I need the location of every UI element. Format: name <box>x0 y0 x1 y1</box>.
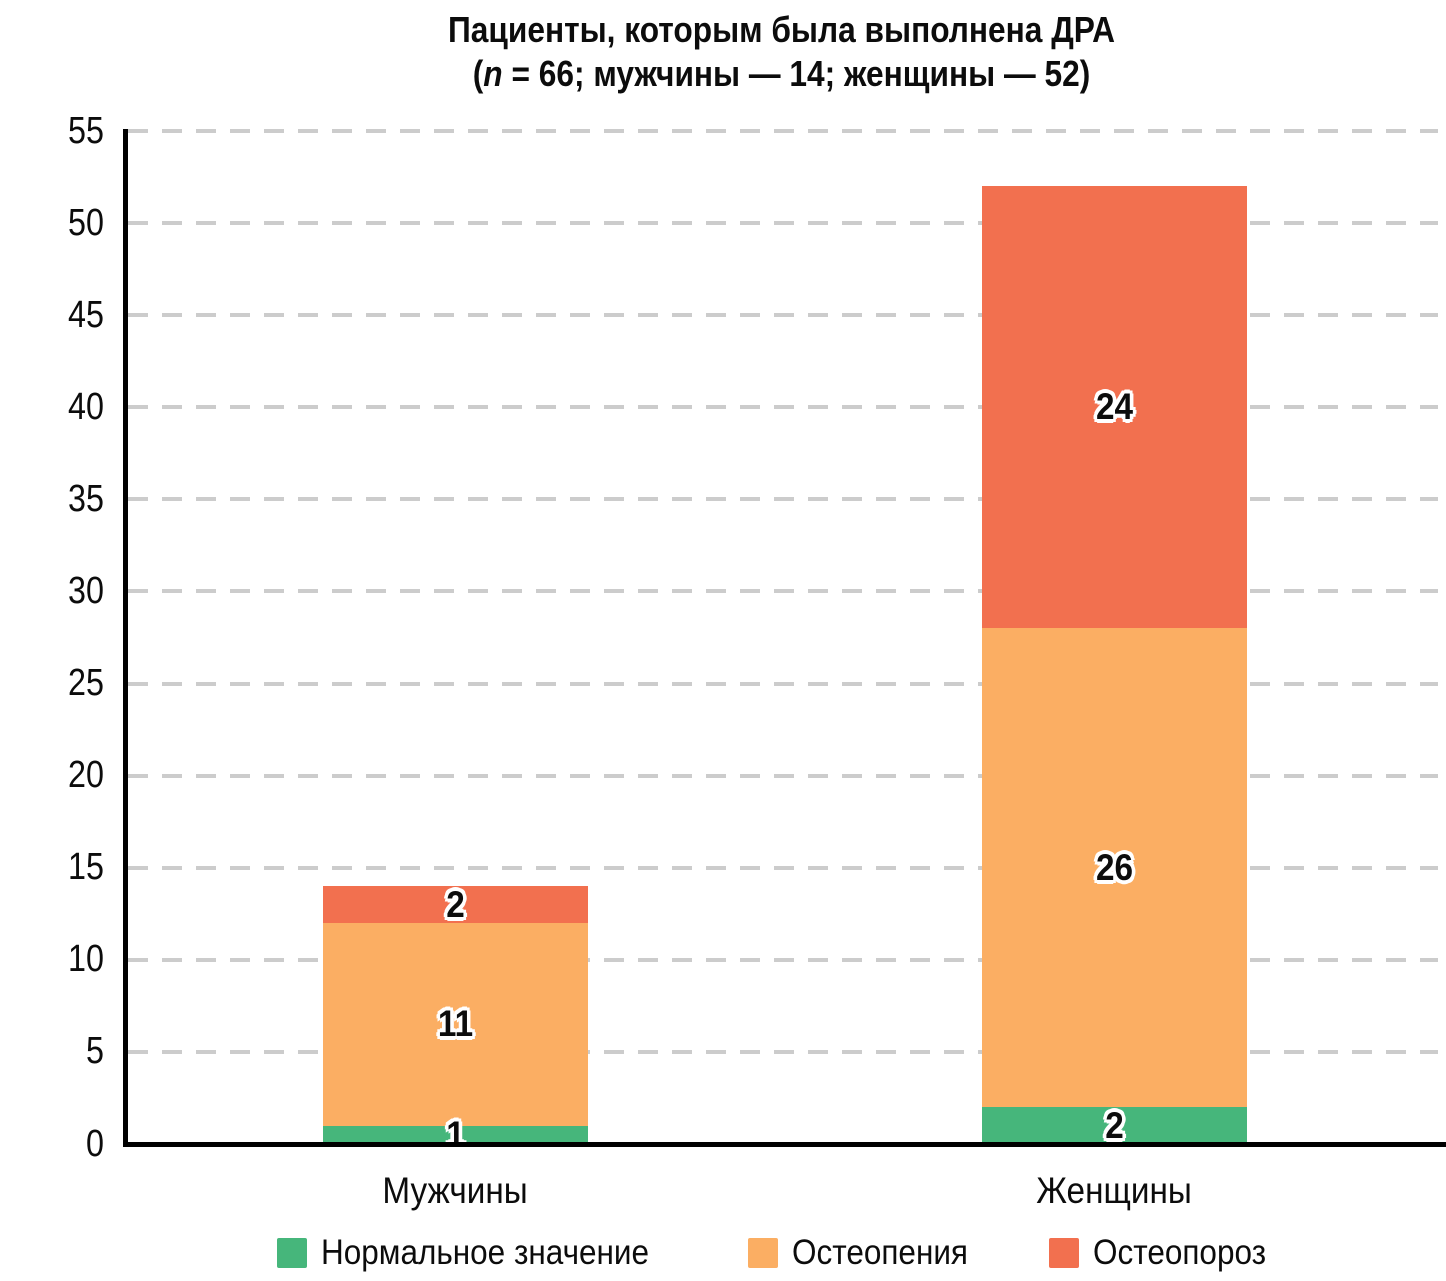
bar-value-label: 26 <box>1095 846 1133 888</box>
y-axis-tick-label-5: 5 <box>86 1030 104 1073</box>
y-axis-tick-label-0: 0 <box>86 1122 104 1165</box>
y-axis-tick-label-10: 10 <box>68 938 104 981</box>
y-axis-tick-label-25: 25 <box>68 662 104 705</box>
title-sample-counts: = 66; мужчины — 14; женщины — 52) <box>502 53 1091 94</box>
chart-title-line1: Пациенты, которым была выполнена ДРА <box>448 9 1115 50</box>
legend-item-Остеопения: Остеопения <box>747 1233 988 1273</box>
gridline-y-25 <box>128 681 1438 686</box>
category-label-Мужчины: Мужчины <box>382 1170 528 1211</box>
title-paren-open: ( <box>472 53 484 94</box>
y-axis-tick-label-50: 50 <box>68 201 104 244</box>
legend-item-Нормальное значение: Нормальное значение <box>277 1233 686 1273</box>
legend-swatch-icon <box>1049 1238 1080 1268</box>
gridline-y-50 <box>128 221 1438 226</box>
bar-value-label: 2 <box>445 883 465 925</box>
bar-value-label: 2 <box>1104 1104 1124 1146</box>
chart-title: Пациенты, которым была выполнена ДРА (n … <box>125 8 1438 96</box>
bar-segment-Женщины-Остеопения <box>981 628 1247 1108</box>
legend-label: Остеопороз <box>1093 1233 1267 1272</box>
legend-label: Нормальное значение <box>321 1233 650 1272</box>
gridline-y-35 <box>128 497 1438 502</box>
bar-value-label: 24 <box>1095 386 1133 428</box>
legend-swatch-icon <box>747 1238 778 1268</box>
bar-value-label: 11 <box>437 1003 473 1045</box>
gridline-y-55 <box>128 129 1438 133</box>
legend-swatch-icon <box>277 1238 308 1268</box>
y-axis-tick-label-30: 30 <box>68 569 104 612</box>
bar-segment-Мужчины-Остеопороз <box>322 886 588 923</box>
y-axis-tick-label-45: 45 <box>68 293 104 336</box>
y-axis-line <box>123 129 128 1146</box>
gridline-y-30 <box>128 589 1438 594</box>
gridline-y-45 <box>128 313 1438 318</box>
y-axis-tick-label-15: 15 <box>68 846 104 889</box>
bar-segment-Мужчины-Нормальное значение <box>322 1125 588 1144</box>
gridline-y-5 <box>128 1049 1438 1054</box>
legend-label: Остеопения <box>791 1233 968 1272</box>
y-axis-tick-label-20: 20 <box>68 754 104 797</box>
bar-segment-Мужчины-Остеопения <box>322 922 588 1126</box>
y-axis-tick-label-35: 35 <box>68 477 104 520</box>
gridline-y-40 <box>128 405 1438 410</box>
y-axis-tick-label-55: 55 <box>68 109 104 152</box>
title-n-variable: n <box>483 53 503 94</box>
chart-title-line2: (n = 66; мужчины — 14; женщины — 52) <box>204 52 1359 96</box>
gridline-y-20 <box>128 773 1438 778</box>
legend: Нормальное значение Остеопения Остеопороз <box>125 1230 1438 1276</box>
gridline-y-15 <box>128 865 1438 870</box>
bar-segment-Женщины-Остеопороз <box>981 186 1247 629</box>
gridline-y-10 <box>128 957 1438 962</box>
x-axis-line <box>123 1142 1446 1147</box>
bar-segment-Женщины-Нормальное значение <box>981 1107 1247 1144</box>
category-label-Женщины: Женщины <box>1036 1170 1192 1211</box>
y-axis-tick-label-40: 40 <box>68 385 104 428</box>
legend-item-Остеопороз: Остеопороз <box>1049 1233 1285 1273</box>
